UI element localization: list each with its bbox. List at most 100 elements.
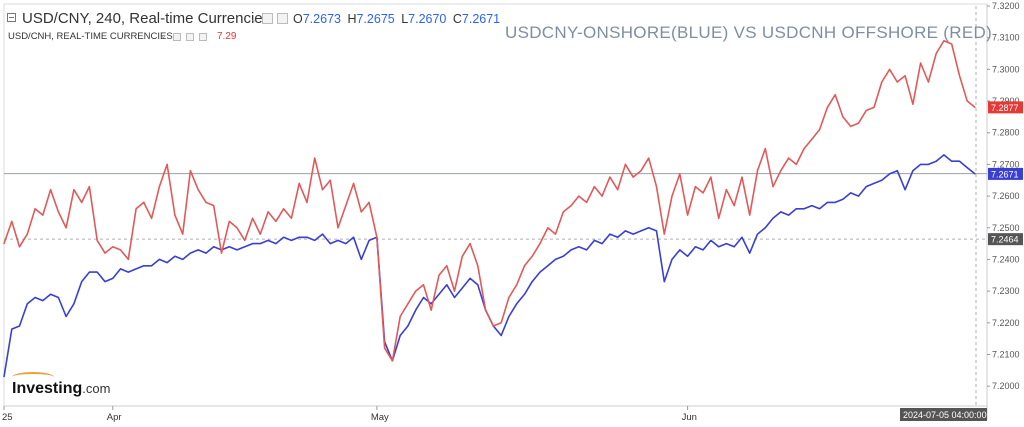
data-point-onshore: [632, 233, 634, 235]
data-point-offshore: [912, 103, 914, 105]
sub-symbol-value: 7.29: [217, 31, 237, 42]
data-point-offshore: [834, 94, 836, 96]
data-point-onshore: [143, 265, 145, 267]
data-point-offshore: [725, 189, 728, 191]
data-point-onshore: [182, 258, 184, 260]
data-point-offshore: [554, 233, 557, 235]
data-point-onshore: [26, 303, 28, 305]
data-point-onshore: [578, 246, 580, 248]
data-point-onshore: [927, 163, 930, 165]
y-tick-label: 7.2000: [992, 381, 1020, 391]
data-point-offshore: [593, 186, 596, 188]
data-point-offshore: [376, 236, 378, 238]
data-point-onshore: [360, 258, 362, 260]
data-point-onshore: [904, 189, 906, 191]
data-point-offshore: [26, 233, 28, 235]
data-point-onshore: [290, 239, 292, 241]
data-point-onshore: [834, 201, 836, 203]
data-point-onshore: [857, 195, 860, 197]
data-point-offshore: [795, 163, 797, 165]
data-point-offshore: [694, 186, 697, 188]
data-point-onshore: [935, 160, 937, 162]
data-point-offshore: [772, 186, 774, 188]
data-point-onshore: [57, 296, 60, 299]
data-point-offshore: [842, 116, 844, 118]
data-point-onshore: [438, 293, 440, 295]
low-label: L: [401, 12, 409, 26]
x-tick-label: May: [371, 412, 389, 423]
data-point-onshore: [283, 236, 285, 238]
data-point-offshore: [788, 157, 790, 159]
gear-icon[interactable]: [277, 13, 288, 24]
data-point-onshore: [687, 255, 689, 257]
data-point-offshore: [345, 205, 347, 207]
data-point-offshore: [857, 122, 860, 124]
data-point-onshore: [469, 277, 471, 279]
data-point-onshore: [453, 296, 456, 299]
data-point-onshore: [353, 236, 355, 238]
data-point-offshore: [391, 360, 393, 362]
data-point-onshore: [881, 179, 883, 181]
data-point-onshore: [663, 281, 665, 283]
data-point-offshore: [586, 201, 588, 203]
data-point-offshore: [889, 68, 891, 70]
data-point-offshore: [624, 163, 627, 165]
data-point-onshore: [826, 201, 829, 203]
data-point-onshore: [422, 296, 425, 299]
offshore-last-badge: 7.2877: [991, 103, 1019, 113]
data-point-offshore: [11, 220, 13, 222]
chevron-down-icon[interactable]: ⌄: [250, 14, 258, 24]
data-point-offshore: [407, 303, 409, 305]
data-point-offshore: [927, 81, 930, 83]
visibility-icon[interactable]: [173, 33, 181, 41]
data-point-offshore: [329, 179, 331, 181]
y-tick-label: 7.2700: [992, 159, 1020, 169]
data-point-onshore: [236, 249, 238, 251]
data-point-offshore: [547, 227, 549, 229]
x-tick-label: 25: [2, 412, 13, 423]
data-point-onshore: [586, 249, 588, 251]
data-point-onshore: [896, 170, 898, 172]
data-point-offshore: [578, 195, 580, 197]
data-point-onshore: [648, 227, 650, 229]
data-point-onshore: [943, 154, 945, 156]
data-point-offshore: [492, 325, 494, 327]
low-value: 7.2670: [408, 12, 447, 26]
data-point-onshore: [3, 376, 5, 378]
data-point-offshore: [873, 106, 875, 108]
data-point-offshore: [523, 265, 526, 267]
data-point-offshore: [314, 157, 316, 159]
visibility-icon[interactable]: [262, 13, 273, 24]
data-point-offshore: [415, 290, 417, 292]
data-point-offshore: [710, 176, 712, 178]
data-point-onshore: [50, 293, 52, 295]
data-point-onshore: [135, 268, 137, 270]
data-point-onshore: [104, 281, 106, 283]
high-value: 7.2675: [356, 12, 395, 26]
data-point-offshore: [756, 170, 759, 172]
data-point-onshore: [197, 249, 199, 251]
data-point-onshore: [772, 217, 774, 219]
data-point-onshore: [329, 243, 331, 245]
data-point-offshore: [943, 40, 945, 42]
data-point-onshore: [547, 265, 549, 267]
gear-icon[interactable]: [186, 33, 194, 41]
data-point-offshore: [135, 208, 137, 210]
data-point-offshore: [850, 125, 852, 127]
chevron-down-icon[interactable]: ⌄: [160, 31, 167, 40]
data-point-offshore: [151, 217, 153, 219]
data-point-offshore: [500, 322, 502, 324]
data-point-offshore: [360, 211, 362, 213]
data-point-onshore: [593, 239, 596, 241]
data-point-offshore: [290, 217, 292, 219]
data-point-offshore: [920, 62, 922, 64]
data-point-offshore: [34, 208, 36, 210]
close-icon[interactable]: [199, 33, 207, 41]
collapse-icon[interactable]: [7, 13, 16, 22]
y-tick-label: 7.3000: [992, 64, 1020, 74]
data-point-onshore: [640, 230, 642, 232]
data-point-onshore: [508, 315, 510, 318]
data-point-onshore: [554, 258, 557, 260]
data-point-onshore: [345, 243, 347, 245]
